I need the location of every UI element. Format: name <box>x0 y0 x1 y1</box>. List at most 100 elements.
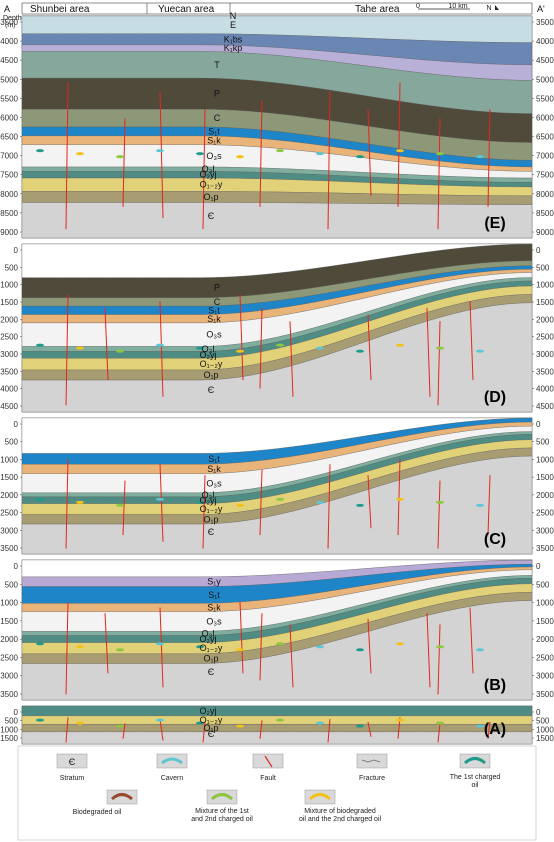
depth-tick-right: 1500 <box>536 473 554 482</box>
fault-line <box>239 294 244 381</box>
legend-label-first-oil: The 1st charged <box>450 774 501 781</box>
layer-label-s1k: S₁k <box>207 314 221 324</box>
layer-label-o2yj: O₂yj <box>200 634 217 644</box>
header-bar <box>21 2 533 15</box>
depth-tick-left: 2500 <box>0 653 18 662</box>
legend-label-bio: Biodegraded oil <box>73 809 122 816</box>
depth-tick-left: 2000 <box>0 635 18 644</box>
oil-marker <box>236 724 244 728</box>
layer-label-o3l: O₃l <box>202 490 215 500</box>
layer-label-o2yj: O₂yj <box>200 350 217 360</box>
layer-label-є: Є <box>208 527 215 537</box>
depth-tick-left: 1000 <box>0 281 18 290</box>
oil-marker <box>156 343 164 347</box>
depth-tick-left: 500 <box>5 438 19 447</box>
fault-line <box>122 723 126 739</box>
depth-tick-left: 6000 <box>0 113 18 122</box>
depth-tick-right: 1500 <box>536 298 554 307</box>
fault-line <box>159 464 164 542</box>
depth-tick-left: 3000 <box>0 526 18 535</box>
blank-overburden <box>21 559 533 577</box>
fault-shape <box>264 755 273 768</box>
fault-line <box>159 718 164 741</box>
fault-line <box>397 458 401 535</box>
oil-marker <box>76 152 84 156</box>
layer-label-o3s: O₃s <box>206 330 222 340</box>
oil-marker <box>116 503 124 507</box>
oil-marker <box>196 645 204 649</box>
depth-tick-right: 1500 <box>536 734 554 743</box>
layer-label-c: C <box>214 297 221 307</box>
fault-line <box>65 82 69 230</box>
depth-tick-right: 5000 <box>536 75 554 84</box>
layer-label-o3s: O₃s <box>206 617 222 627</box>
depth-tick-left: 2000 <box>0 315 18 324</box>
depth-tick-left: 1500 <box>0 617 18 626</box>
oil-marker <box>396 343 404 347</box>
first-oil-shape <box>463 757 487 765</box>
legend-label-stratum: Stratum <box>60 775 85 782</box>
oil-marker <box>476 349 484 353</box>
panel-c: 0 0 500 500 1000 1000 1500 1500 2000 2000 2500 2500… <box>0 417 554 555</box>
fault-line <box>487 475 491 535</box>
oil-marker <box>316 152 324 156</box>
fault-line <box>202 475 206 549</box>
depth-tick-right: 2500 <box>536 653 554 662</box>
depth-tick-left: 500 <box>5 580 19 589</box>
depth-tick-left: 4000 <box>0 37 18 46</box>
depth-tick-left: 7500 <box>0 171 18 180</box>
depth-tick-right: 4500 <box>536 402 554 411</box>
area-shunbei: Shunbei area <box>30 4 90 15</box>
oil-marker <box>36 343 44 347</box>
fault-line <box>437 118 441 230</box>
oil-marker <box>436 500 444 504</box>
depth-tick-right: 3000 <box>536 350 554 359</box>
layer-label-o3l: O₃l <box>202 629 215 639</box>
oil-marker <box>36 642 44 646</box>
depth-tick-right: 4500 <box>536 56 554 65</box>
oil-marker <box>236 349 244 353</box>
depth-tick-right: 5500 <box>536 94 554 103</box>
layer-label-o3l: O₃l <box>202 164 215 174</box>
layer-label-n: N <box>230 11 237 21</box>
oil-marker <box>396 497 404 501</box>
oil-marker <box>356 503 364 507</box>
depth-tick-left: 500 <box>5 263 19 272</box>
depth-tick-right: 8500 <box>536 209 554 218</box>
right-letter: A' <box>537 4 545 14</box>
depth-tick-right: 2000 <box>536 635 554 644</box>
layer-є <box>21 731 533 745</box>
depth-tick-left: 1000 <box>0 725 18 734</box>
oil-marker <box>396 718 404 722</box>
fault-line <box>437 321 441 406</box>
oil-marker <box>476 648 484 652</box>
layer-label-o1-2y: O₁₋₂y <box>200 715 223 725</box>
oil-marker <box>36 497 44 501</box>
oil-marker <box>156 497 164 501</box>
scale-text: 10 km <box>448 3 467 10</box>
fault-line <box>122 480 126 535</box>
fault-line <box>367 721 372 737</box>
oil-marker <box>476 724 484 728</box>
depth-tick-right: 500 <box>536 438 550 447</box>
depth-tick-left: 500 <box>5 717 19 726</box>
legend-label-cavern: Cavern <box>161 775 184 782</box>
layer-label-s1t: S₁t <box>208 126 220 136</box>
depth-tick-right: 500 <box>536 580 550 589</box>
fault-line <box>289 624 294 688</box>
layer-o2yj <box>21 705 533 717</box>
layer-є <box>21 600 533 701</box>
fault-line <box>397 82 401 207</box>
depth-tick-left: 1000 <box>0 455 18 464</box>
left-letter: A <box>4 4 10 14</box>
layer-label-s1k: S₁k <box>207 464 221 474</box>
fault-line <box>65 294 69 406</box>
depth-tick-right: 9000 <box>536 228 554 237</box>
depth-tick-left: 1500 <box>0 734 18 743</box>
oil-marker <box>356 349 364 353</box>
north-label: N <box>486 5 491 12</box>
oil-marker <box>76 346 84 350</box>
layer-label-є: Є <box>208 385 215 395</box>
oil-marker <box>436 152 444 156</box>
layer-label-є: Є <box>208 667 215 677</box>
